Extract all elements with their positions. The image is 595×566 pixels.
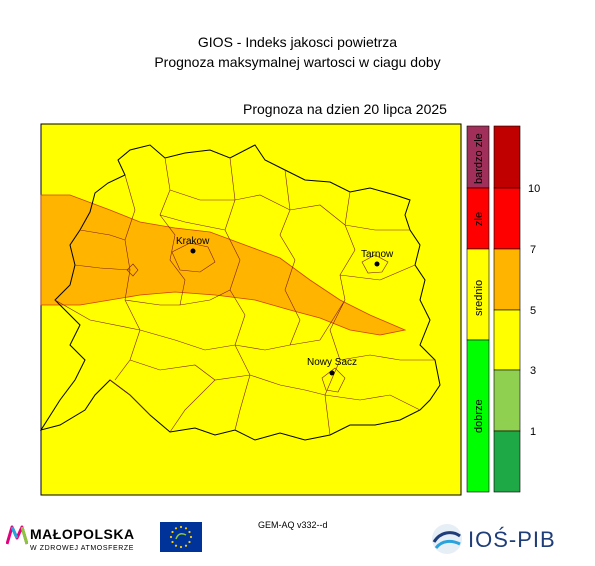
- city-label-tarnow: Tarnow: [361, 249, 394, 260]
- region-border: [39, 144, 441, 441]
- legend-label-zle: zle: [473, 212, 485, 226]
- scale-tick-7: 7: [530, 244, 536, 256]
- legend-dobrze: [466, 339, 490, 493]
- scale-tick-5: 5: [530, 305, 536, 317]
- scale-step-1: [493, 430, 521, 493]
- eu-life-flag-icon: [160, 522, 202, 552]
- nowy-sacz-area: [321, 367, 346, 393]
- scale-step-3: [493, 309, 521, 371]
- institute-name: IOŚ-PIB: [468, 527, 556, 552]
- scale-tick-10: 10: [528, 183, 540, 195]
- map-background: [40, 123, 462, 496]
- model-label: GEM-AQ v332--d: [258, 520, 328, 530]
- scale-step-2: [493, 369, 521, 432]
- scale-tick-1: 1: [530, 426, 536, 438]
- scale-step-5: [493, 187, 521, 250]
- city-label-krakow: Krakow: [176, 236, 210, 247]
- krakow-marker: [190, 248, 196, 254]
- tarnow-marker: [374, 261, 380, 267]
- legend-label-srednio: srednio: [473, 280, 485, 316]
- scale-step-4: [493, 248, 521, 311]
- malopolska-name: MAŁOPOLSKA: [30, 526, 135, 542]
- map-subtitle: Prognoza maksymalnej wartosci w ciagu do…: [154, 54, 441, 70]
- legend-label-dobrze: dobrze: [473, 399, 485, 433]
- small-enclave: [126, 263, 139, 277]
- nowy-sacz-marker: [329, 370, 335, 376]
- tarnow-area: [361, 254, 389, 274]
- legend-label-bardzo-zle: bardzo zle: [473, 133, 485, 184]
- scale-step-6: [493, 125, 521, 189]
- forecast-date: Prognoza na dzien 20 lipca 2025: [243, 101, 447, 117]
- map-title: GIOS - Indeks jakosci powietrza: [197, 34, 398, 50]
- ios-pib-logo-icon: [432, 524, 462, 554]
- city-label-nowy-sacz: Nowy Sacz: [307, 357, 357, 368]
- malopolska-slogan: W ZDROWEJ ATMOSFERZE: [30, 545, 135, 552]
- malopolska-logo-icon: [6, 525, 28, 545]
- krakow-area: [171, 242, 216, 273]
- scale-tick-3: 3: [530, 365, 536, 377]
- district-borders: [54, 157, 435, 436]
